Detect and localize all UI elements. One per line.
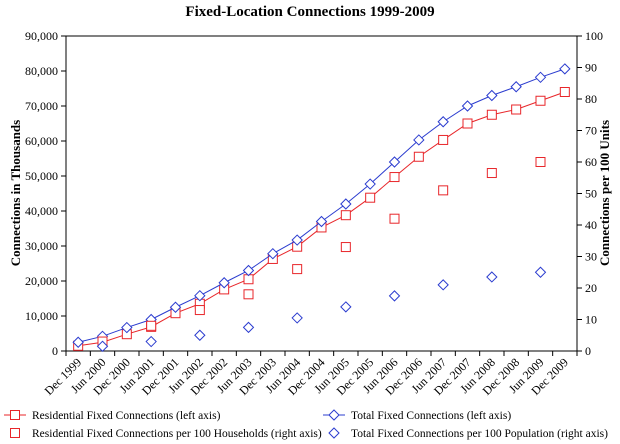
left-axis-tick-label: 60,000: [25, 134, 58, 148]
data-point: [535, 157, 546, 167]
data-point: [438, 134, 449, 145]
legend-item: Total Fixed Connections per 100 Populati…: [328, 427, 608, 440]
legend-label: Residential Fixed Connections per 100 Ho…: [32, 428, 322, 440]
data-point: [462, 118, 473, 129]
left-axis-title: Connections in Thousands: [8, 120, 23, 266]
data-point: [267, 247, 279, 260]
data-point: [292, 264, 303, 275]
data-point: [169, 301, 182, 313]
data-point: [340, 242, 351, 253]
legend-marker: [10, 428, 20, 438]
legend-item: Residential Fixed Connections per 100 Ho…: [10, 428, 322, 440]
legend-marker: [328, 427, 340, 439]
left-axis-tick-label: 20,000: [25, 274, 58, 288]
data-point: [242, 321, 255, 334]
legend-item: Total Fixed Connections (left axis): [323, 409, 511, 422]
data-point: [315, 215, 328, 228]
right-axis-title: Connections per 100 Units: [597, 120, 612, 266]
data-point: [559, 87, 570, 97]
data-point: [413, 134, 425, 146]
right-axis-tick-label: 10: [585, 313, 597, 327]
data-point: [145, 335, 157, 348]
data-point: [194, 329, 206, 341]
data-point: [511, 104, 522, 115]
data-point: [96, 340, 109, 352]
data-point: [365, 192, 376, 203]
data-point: [534, 71, 547, 84]
right-axis-tick-label: 20: [585, 281, 597, 295]
data-point: [340, 301, 352, 313]
left-axis-tick-label: 80,000: [25, 64, 58, 78]
data-point: [486, 168, 497, 179]
right-axis-tick-label: 60: [585, 155, 597, 169]
legend-label: Residential Fixed Connections (left axis…: [32, 410, 221, 422]
left-axis-tick-label: 90,000: [25, 29, 58, 43]
data-point: [389, 172, 400, 183]
series-3: [97, 157, 546, 347]
data-point: [364, 178, 376, 190]
legend: Residential Fixed Connections (left axis…: [4, 409, 608, 440]
data-point: [486, 271, 498, 283]
right-axis-tick-label: 40: [585, 218, 597, 232]
right-axis-tick-label: 50: [585, 187, 597, 201]
data-point: [413, 151, 424, 162]
data-point: [534, 266, 547, 278]
data-point: [146, 320, 157, 331]
data-point: [121, 321, 133, 334]
plot-frame: [65, 35, 578, 352]
data-point: [510, 81, 522, 93]
legend-marker: [328, 409, 340, 421]
data-point: [242, 264, 255, 277]
right-axis-tick-label: 30: [585, 250, 597, 264]
right-axis-tick-label: 70: [585, 124, 597, 138]
right-axis-tick-label: 90: [585, 61, 597, 75]
left-axis-tick-label: 0: [52, 344, 58, 358]
left-axis-tick-label: 10,000: [25, 309, 58, 323]
data-point: [72, 336, 84, 348]
legend-label: Total Fixed Connections (left axis): [351, 410, 511, 422]
data-point: [218, 277, 230, 289]
data-point: [437, 279, 449, 291]
data-point: [340, 210, 351, 221]
legend-label: Total Fixed Connections per 100 Populati…: [351, 428, 608, 440]
left-axis-tick-label: 40,000: [25, 204, 58, 218]
plot-area: 0 10,000 20,000 30,000 40,000 50,000 60,000 70,…: [25, 29, 603, 398]
right-axis-tick-label: 0: [585, 344, 591, 358]
data-point: [486, 109, 497, 120]
chart-title: Fixed-Location Connections 1999-2009: [185, 4, 434, 20]
right-axis-tick-label: 80: [585, 92, 597, 106]
data-point: [291, 234, 303, 246]
data-point: [559, 63, 571, 75]
series-2: [72, 63, 571, 348]
left-axis-tick-label: 30,000: [25, 239, 58, 253]
data-point: [243, 289, 254, 300]
legend-item: Residential Fixed Connections (left axis…: [4, 410, 221, 422]
right-axis-tick-label: 100: [585, 29, 603, 43]
data-point: [461, 100, 474, 112]
data-point: [535, 95, 546, 106]
legend-marker: [10, 410, 20, 420]
data-point: [486, 89, 498, 102]
data-point: [389, 213, 400, 224]
data-point: [437, 116, 449, 128]
data-point: [388, 290, 401, 302]
left-axis-tick-label: 50,000: [25, 169, 58, 183]
data-point: [340, 198, 352, 210]
data-point: [194, 305, 205, 316]
data-point: [438, 185, 449, 196]
left-axis-tick-label: 70,000: [25, 99, 58, 113]
data-point: [388, 156, 401, 168]
data-point: [194, 289, 206, 302]
data-point: [291, 312, 303, 324]
series-4: [96, 266, 547, 352]
